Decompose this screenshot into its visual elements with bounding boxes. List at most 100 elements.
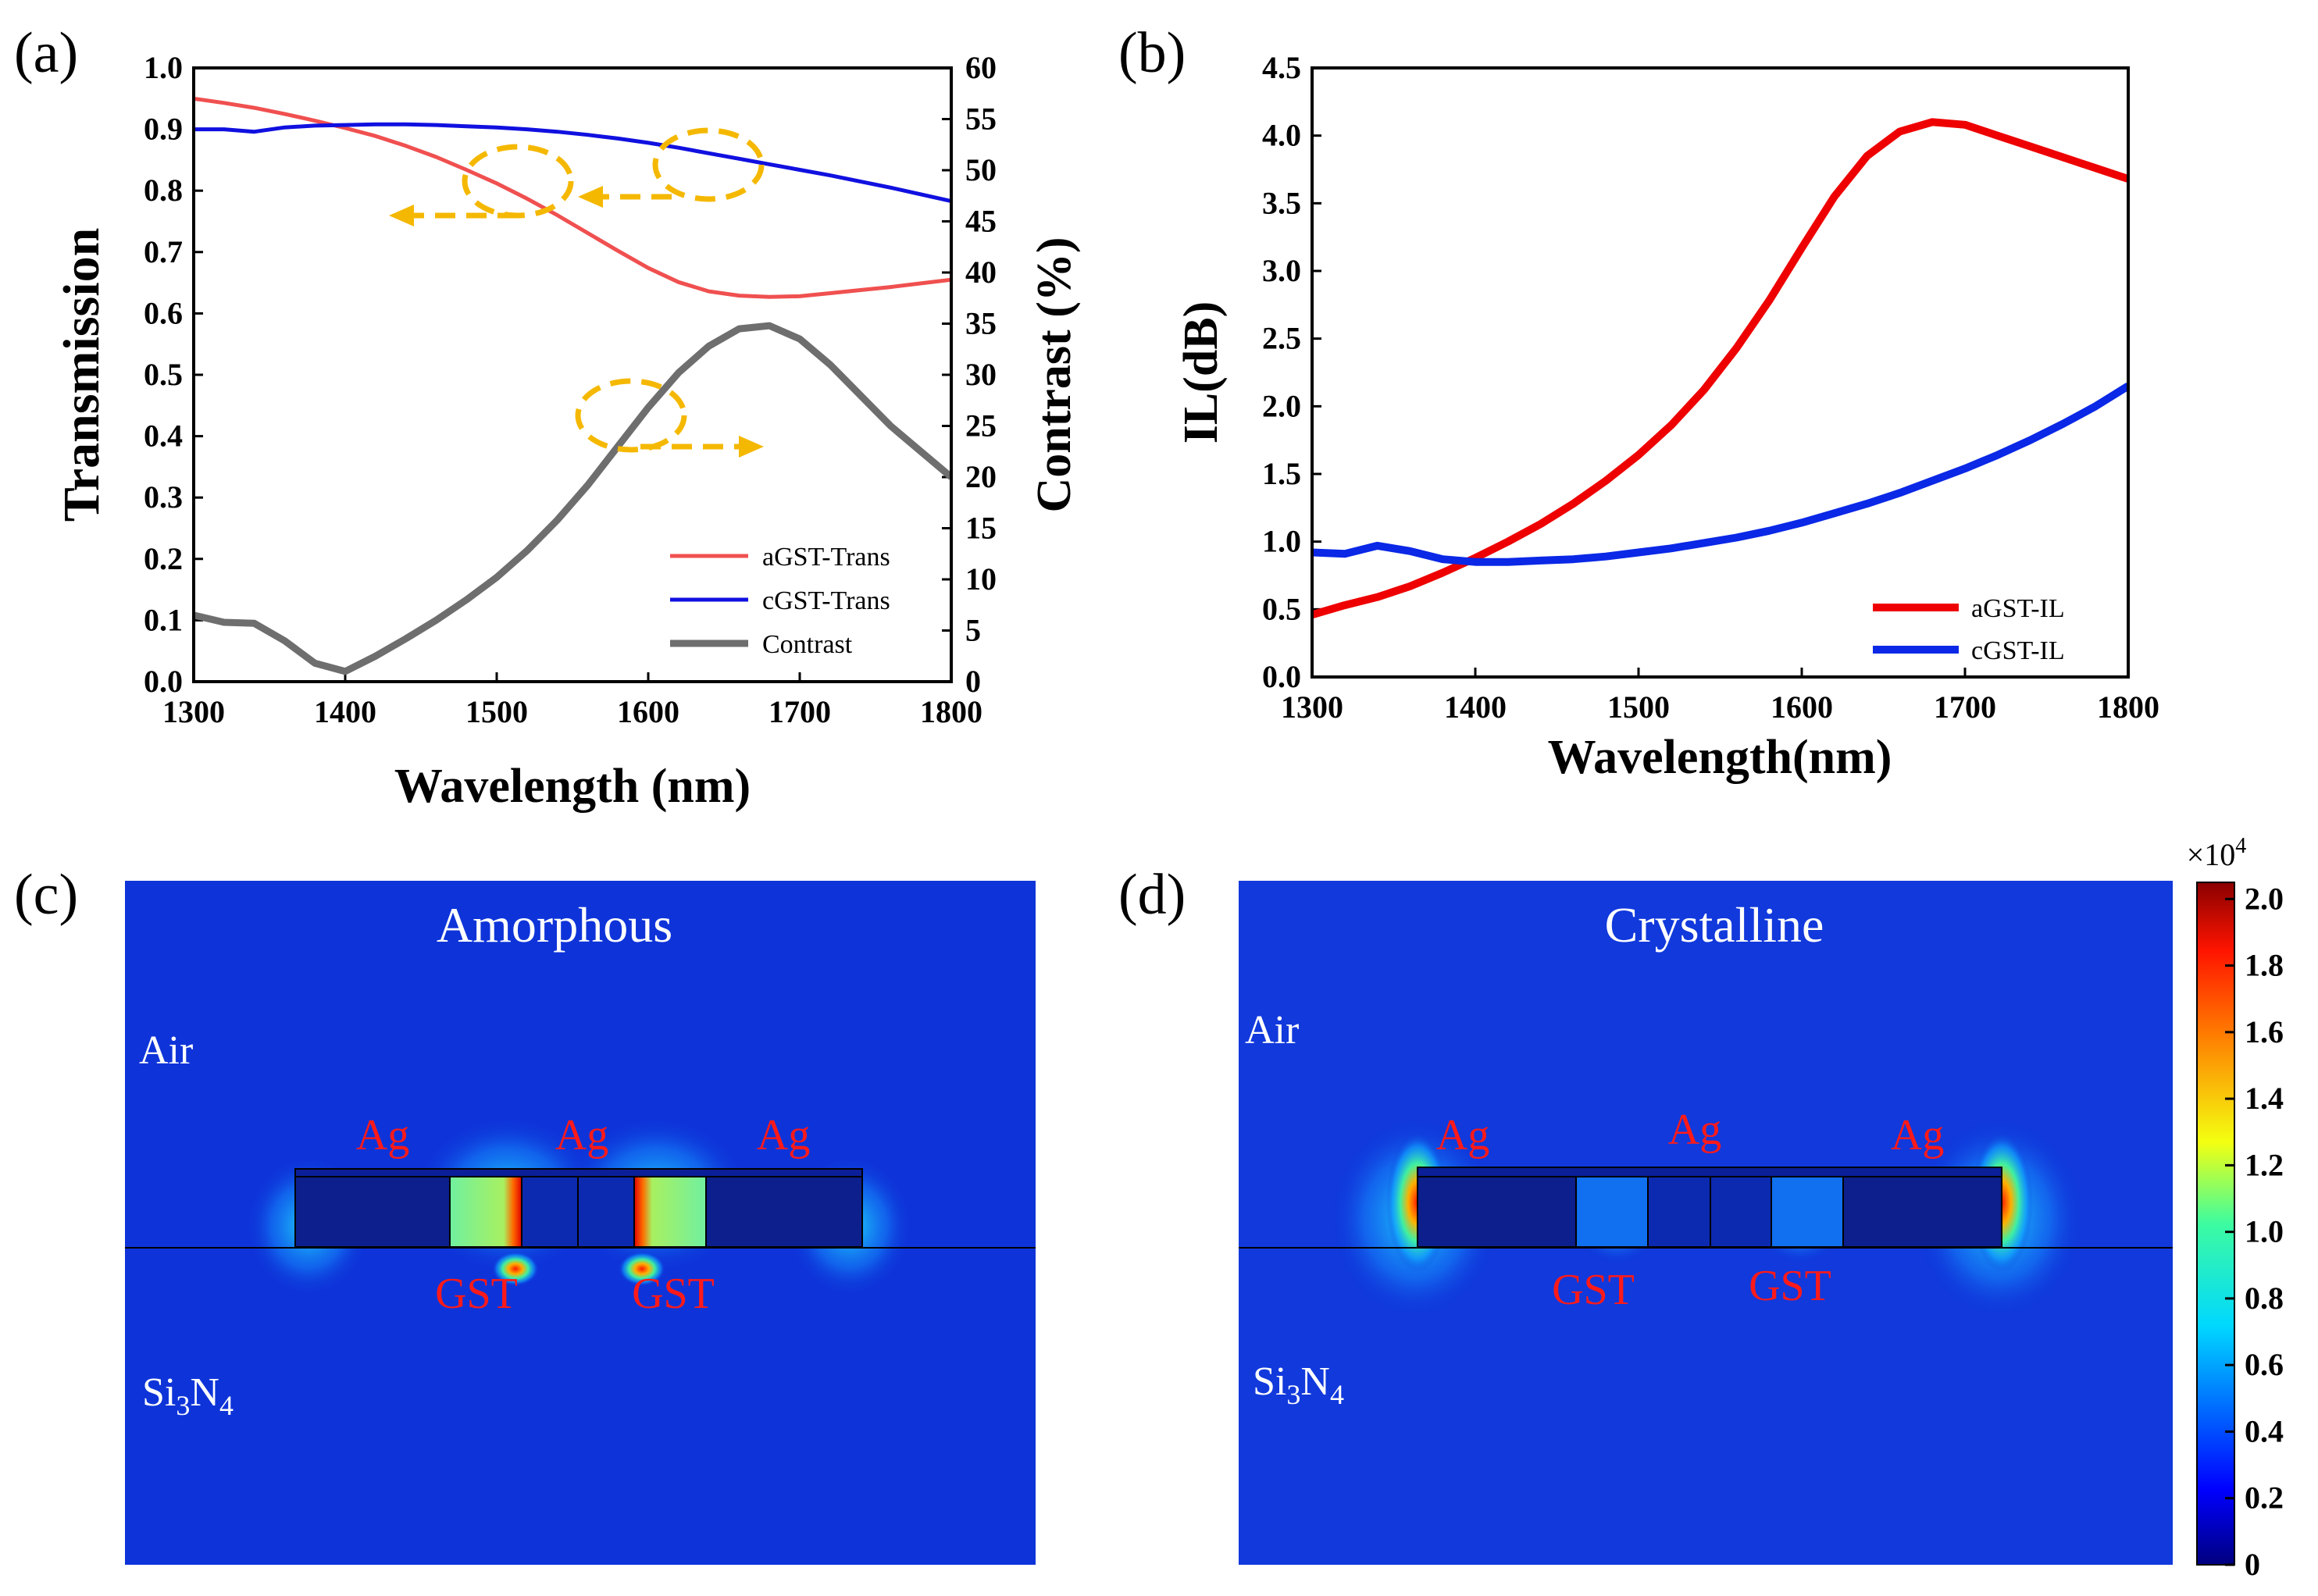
- label-si3n4-mid: N: [1300, 1359, 1330, 1404]
- x-tick-label: 1400: [1444, 689, 1507, 725]
- colorbar-tick-label: 0.6: [2245, 1347, 2284, 1382]
- colorbar-tick-label: 1.4: [2245, 1081, 2284, 1116]
- label-gst: GST: [435, 1270, 518, 1318]
- field-map-amorphous-labels: Amorphous Air Si3N4 Ag Ag Ag GST GST: [139, 897, 810, 1421]
- annotation-ellipse: [462, 144, 574, 219]
- field-map-crystalline-labels: Crystalline Air Si3N4 Ag Ag Ag GST GST: [1245, 897, 1944, 1410]
- x-tick-label: 1600: [1771, 689, 1833, 725]
- y-tick-label: 0.3: [144, 479, 183, 515]
- y2-tick-label: 10: [965, 561, 997, 597]
- label-si3n4-mid: N: [190, 1370, 219, 1415]
- chart-a-y2label: Contrast (%): [1028, 237, 1081, 513]
- legend-label-cgst-il: cGST-IL: [1971, 636, 2065, 665]
- colorbar-tick-label: 1.0: [2245, 1214, 2284, 1249]
- label-ag: Ag: [1668, 1106, 1721, 1154]
- colorbar-gradient: [2196, 882, 2235, 1566]
- x-tick-label: 1700: [1934, 689, 1996, 725]
- x-tick-label: 1300: [162, 694, 225, 729]
- y2-tick-label: 0: [965, 664, 981, 699]
- colorbar-tick-label: 1.2: [2245, 1147, 2284, 1182]
- colorbar-tick-label: 0.8: [2245, 1281, 2284, 1316]
- label-gst: GST: [632, 1270, 715, 1318]
- y-tick-label: 1.0: [1262, 524, 1301, 559]
- label-gst: GST: [1749, 1262, 1831, 1310]
- chart-b-plot: 1300 1400 1500 1600 1700 1800 0.0 0.5 1.0 1.5 2.0 2…: [1262, 50, 2159, 725]
- chart-a-arrowheads: [389, 186, 764, 458]
- panel-d: (d) Crystalline Air Si3N4 Ag Ag Ag: [1118, 863, 2173, 1565]
- chart-a-plot: 1300 1400 1500 1600 1700 1800 0.0 0.1 0.2 0.3 0.4 0…: [144, 50, 997, 729]
- y-tick-label: 0.6: [144, 295, 183, 330]
- label-si3n4: Si3N4: [142, 1370, 234, 1421]
- label-air: Air: [139, 1028, 193, 1073]
- x-tick-label: 1400: [314, 694, 376, 729]
- x-tick-label: 1500: [1607, 689, 1670, 725]
- y-tick-label: 4.0: [1262, 118, 1301, 153]
- y-tick-label: 3.5: [1262, 185, 1301, 220]
- y2-tick-label: 60: [965, 50, 997, 85]
- label-ag: Ag: [757, 1111, 810, 1160]
- legend-label-contrast: Contrast: [762, 630, 853, 659]
- panel-d-label: (d): [1118, 863, 1186, 927]
- colorbar-tick-label: 0: [2245, 1547, 2260, 1582]
- y-tick-label: 0.0: [1262, 659, 1301, 694]
- colorbar-multiplier-base: ×10: [2187, 837, 2236, 872]
- label-ag: Ag: [356, 1111, 409, 1160]
- series-line-agst-il: [1312, 118, 2128, 619]
- y-tick-label: 0.0: [144, 664, 183, 699]
- y2-tick-label: 15: [965, 511, 997, 546]
- x-tick-label: 1600: [617, 694, 679, 729]
- y-tick-label: 0.2: [144, 541, 183, 576]
- colorbar-ticks: 2.0 1.8 1.6 1.4 1.2 1.0 0.8 0.6 0.4 0.2 0: [2225, 881, 2284, 1582]
- label-si3n4-subscript: 3: [1286, 1379, 1300, 1410]
- legend-label-cgst-trans: cGST-Trans: [762, 586, 890, 615]
- chart-b-xlabel: Wavelength(nm): [1548, 731, 1892, 784]
- label-si3n4-base: Si: [142, 1370, 176, 1415]
- y2-tick-label: 35: [965, 306, 997, 341]
- legend-label-agst-il: aGST-IL: [1971, 594, 2065, 623]
- x-tick-label: 1700: [769, 694, 831, 729]
- panel-b-label: (b): [1118, 21, 1186, 85]
- label-si3n4-subscript: 4: [1330, 1379, 1344, 1410]
- y-tick-label: 1.0: [144, 50, 183, 85]
- x-tick-label: 1800: [2097, 689, 2159, 725]
- chart-b-ylabel: IL(dB): [1175, 301, 1228, 444]
- colorbar: ×104 2.0 1.8 1.6 1.4 1.2 1.0 0.8 0.6 0.4 0.2 0: [2187, 834, 2284, 1582]
- chart-a-annotations: [406, 127, 765, 453]
- chart-b-frame: [1311, 66, 2130, 679]
- label-gst: GST: [1552, 1266, 1635, 1314]
- chart-a-frame: [192, 66, 953, 683]
- label-si3n4-subscript: 3: [176, 1390, 190, 1421]
- label-si3n4-base: Si: [1253, 1359, 1286, 1404]
- label-si3n4: Si3N4: [1253, 1359, 1344, 1410]
- series-line-agst-trans: [194, 96, 951, 299]
- y-tick-label: 2.5: [1262, 321, 1301, 356]
- field-title-amorphous: Amorphous: [437, 897, 672, 953]
- y2-tick-label: 50: [965, 152, 997, 187]
- panel-b: (b) 1300 1400 1500 1600 1700 1800 0.0 0.5 1.0 1.5…: [1118, 21, 2159, 784]
- x-tick-label: 1800: [920, 694, 982, 729]
- y2-tick-label: 20: [965, 459, 997, 494]
- y2-tick-label: 5: [965, 613, 981, 648]
- y-tick-label: 0.1: [144, 602, 183, 637]
- colorbar-tick-label: 0.2: [2245, 1480, 2284, 1516]
- label-air: Air: [1245, 1008, 1299, 1053]
- colorbar-exponent: 4: [2235, 834, 2246, 858]
- y-tick-label: 1.5: [1262, 456, 1301, 491]
- panel-c: (c) Amorphous Air Si3N4 Ag Ag Ag: [14, 863, 1036, 1565]
- colorbar-multiplier: ×104: [2187, 834, 2247, 872]
- field-map-crystalline: [1239, 881, 2173, 1565]
- y-tick-label: 0.9: [144, 112, 183, 147]
- series-line-cgst-trans: [194, 122, 951, 204]
- annotation-ellipse: [652, 127, 765, 202]
- label-ag: Ag: [1891, 1111, 1944, 1160]
- y-tick-label: 3.0: [1262, 253, 1301, 288]
- x-tick-label: 1500: [465, 694, 528, 729]
- y-tick-label: 0.8: [144, 173, 183, 208]
- field-map-amorphous: [125, 881, 1036, 1565]
- x-tick-label: 1300: [1281, 689, 1343, 725]
- label-si3n4-subscript: 4: [219, 1390, 234, 1421]
- field-title-crystalline: Crystalline: [1605, 897, 1824, 953]
- y-tick-label: 2.0: [1262, 388, 1301, 423]
- y2-tick-label: 30: [965, 357, 997, 392]
